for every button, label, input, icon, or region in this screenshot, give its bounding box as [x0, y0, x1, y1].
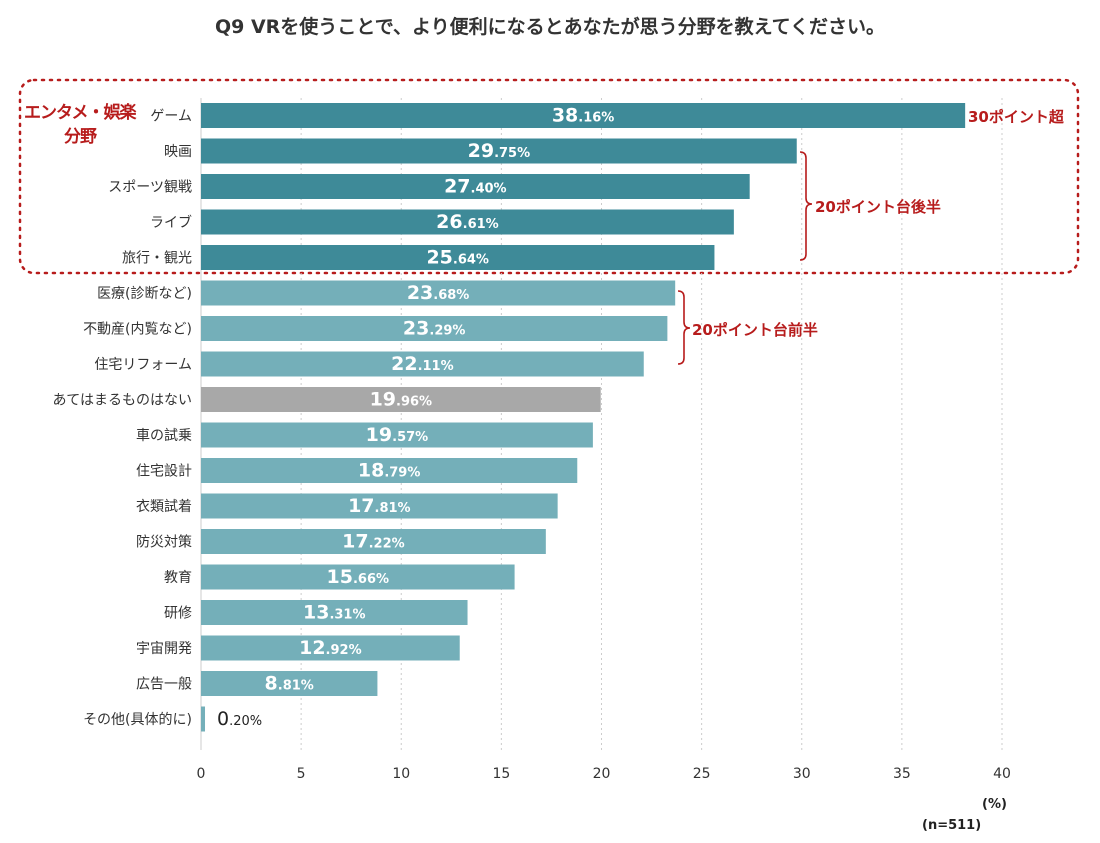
category-label: 教育 — [164, 570, 192, 586]
category-label: 住宅リフォーム — [94, 357, 192, 373]
category-label: 研修 — [164, 606, 192, 622]
bar-value-label: 23.29% — [403, 318, 466, 340]
bar — [201, 174, 750, 199]
category-label: その他(具体的に) — [83, 712, 192, 728]
bar — [201, 138, 797, 164]
category-label: 旅行・観光 — [122, 250, 192, 267]
annotation-late-20s: 20ポイント台後半 — [815, 198, 941, 216]
bar — [201, 422, 593, 448]
x-tick-label: 30 — [793, 766, 811, 782]
bar — [201, 209, 734, 235]
x-tick-label: 25 — [693, 766, 711, 782]
x-tick-label: 35 — [893, 766, 911, 782]
bar — [201, 493, 558, 519]
category-label: 広告一般 — [136, 677, 192, 693]
unit-label: (%) — [982, 797, 1007, 812]
x-tick-label: 10 — [392, 766, 410, 782]
category-label: ゲーム — [150, 109, 192, 125]
bar-value-label: 23.68% — [407, 282, 470, 304]
chart-title: Q9 VRを使うことで、より便利になるとあなたが思う分野を教えてください。 — [214, 16, 886, 38]
x-tick-label: 5 — [297, 766, 306, 782]
bar-value-label: 12.92% — [299, 637, 362, 659]
category-label: 映画 — [164, 144, 192, 160]
bar-value-label: 0.20% — [217, 708, 262, 730]
category-label: 衣類試着 — [136, 499, 192, 515]
annotation-early-20s: 20ポイント台前半 — [692, 321, 818, 339]
bar — [201, 564, 515, 590]
bar-value-label: 19.96% — [370, 389, 433, 411]
bar-value-label: 27.40% — [444, 176, 507, 198]
bar-value-label: 26.61% — [436, 211, 499, 233]
bar — [201, 706, 206, 732]
entertainment-group-label: エンタメ・娯楽 分野 — [24, 101, 144, 149]
category-label: 防災対策 — [136, 534, 192, 551]
bar — [201, 458, 578, 483]
bar — [201, 245, 715, 270]
x-tick-label: 20 — [593, 766, 611, 782]
bar — [201, 671, 378, 696]
category-label: 宇宙開発 — [136, 641, 192, 657]
x-tick-label: 0 — [197, 766, 206, 782]
category-label: 不動産(内覧など) — [83, 321, 192, 338]
category-label: あてはまるものはない — [53, 393, 192, 409]
bar-value-label: 38.16% — [552, 105, 615, 127]
bar-value-label: 19.57% — [366, 424, 429, 446]
bar-value-label: 13.31% — [303, 602, 366, 624]
bar-value-label: 15.66% — [327, 566, 390, 588]
category-label: 住宅設計 — [136, 464, 192, 480]
bar — [201, 635, 460, 661]
bar-value-label: 25.64% — [426, 247, 489, 269]
category-label: ライブ — [150, 214, 192, 231]
group-label-line2: 分野 — [64, 127, 97, 147]
bar — [201, 351, 644, 377]
category-label: 車の試乗 — [136, 427, 192, 444]
category-label: スポーツ観戦 — [108, 179, 192, 196]
bar-value-label: 17.81% — [348, 495, 411, 517]
entertainment-group-outline — [18, 78, 1080, 275]
x-tick-label: 40 — [993, 766, 1011, 782]
sample-size-label: (n=511) — [922, 818, 982, 833]
bar — [201, 103, 966, 128]
bar-value-label: 17.22% — [342, 531, 405, 553]
bar — [201, 529, 546, 554]
group-label-line1: エンタメ・娯楽 — [24, 103, 137, 123]
bar-value-label: 22.11% — [391, 353, 454, 375]
bar — [201, 280, 676, 306]
x-tick-label: 15 — [492, 766, 510, 782]
bar — [201, 600, 468, 625]
bar-value-label: 29.75% — [468, 140, 531, 162]
brace-late20s — [799, 151, 813, 261]
bar — [201, 387, 601, 412]
bar-value-label: 18.79% — [358, 460, 421, 482]
bar — [201, 316, 668, 341]
category-label: 医療(診断など) — [97, 285, 192, 302]
brace-early20s — [677, 290, 691, 365]
annotation-over-30: 30ポイント超 — [968, 108, 1064, 126]
bar-value-label: 8.81% — [265, 673, 314, 695]
